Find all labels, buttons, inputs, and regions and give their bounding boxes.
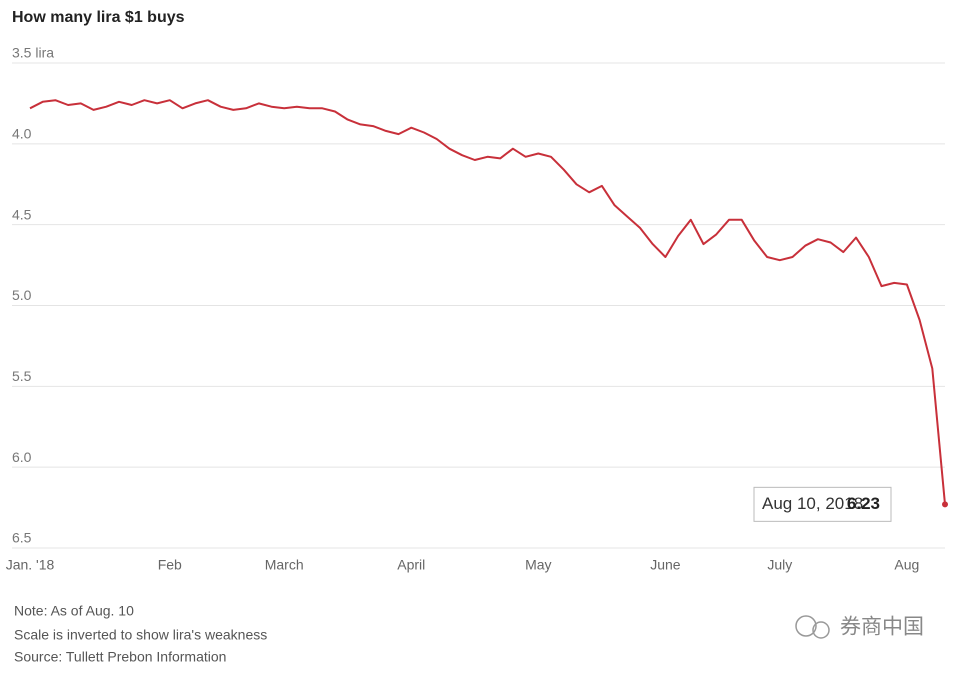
y-tick-label: 6.5: [12, 530, 32, 546]
x-tick-label: July: [767, 557, 792, 573]
annotation-box: [753, 486, 892, 522]
y-tick-label: 5.5: [12, 368, 32, 384]
y-tick-label: 4.0: [12, 126, 32, 142]
x-tick-label: Jan. '18: [6, 557, 55, 573]
note: Scale is inverted to show lira's weaknes…: [14, 627, 267, 643]
note: Note: As of Aug. 10: [14, 603, 134, 619]
source: Source: Tullett Prebon Information: [14, 649, 226, 665]
y-tick-label: 6.0: [12, 449, 32, 465]
chart-title: How many lira $1 buys: [12, 9, 185, 26]
annotation-date: Aug 10, 2018: [762, 494, 863, 513]
x-tick-label: June: [650, 557, 681, 573]
data-label: 6.23: [847, 494, 880, 513]
x-tick-label: March: [265, 557, 304, 573]
y-tick-label: 4.5: [12, 206, 32, 222]
x-tick-label: April: [397, 557, 425, 573]
end-point: [942, 501, 948, 508]
y-tick-label: 3.5 lira: [12, 45, 54, 61]
watermark-icon: [795, 615, 830, 639]
x-tick-label: Aug: [894, 557, 919, 573]
y-tick-label: 5.0: [12, 287, 32, 303]
x-tick-label: Feb: [158, 557, 182, 573]
watermark: 券商中国: [840, 616, 924, 639]
x-tick-label: May: [525, 557, 551, 573]
line: [29, 99, 946, 505]
